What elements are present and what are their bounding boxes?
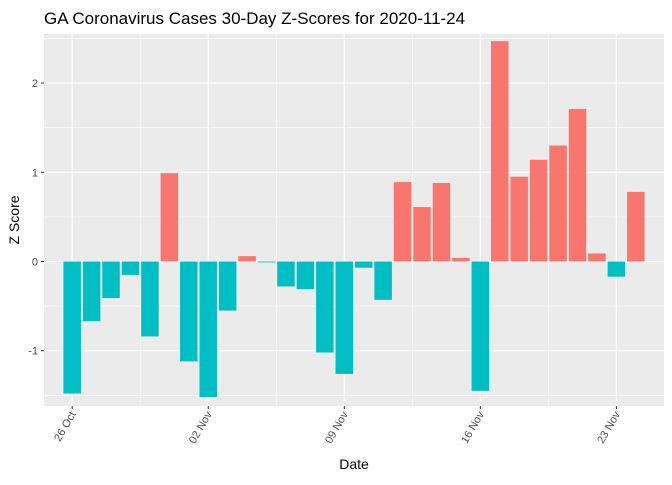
bar-2020-11-11: [374, 261, 392, 300]
bar-2020-10-27: [82, 261, 101, 322]
bar-2020-11-06: [277, 261, 295, 287]
bars: [63, 41, 645, 398]
bar-2020-11-03: [218, 261, 237, 311]
bar-2020-11-12: [393, 182, 412, 262]
x-tick-label: 26 Oct: [52, 410, 79, 444]
y-tick-label: 0: [32, 256, 38, 268]
bar-2020-10-28: [102, 261, 120, 299]
bar-2020-11-08: [316, 261, 334, 353]
bar-2020-11-05: [257, 261, 276, 263]
bar-2020-11-24: [627, 191, 645, 262]
y-tick-label: 1: [32, 167, 38, 179]
x-axis-label: Date: [339, 456, 369, 472]
bar-2020-10-26: [63, 261, 81, 394]
bar-2020-11-04: [238, 256, 256, 262]
x-tick-label: 02 Nov: [187, 409, 215, 446]
bar-2020-11-21: [568, 108, 587, 262]
bar-2020-11-14: [432, 182, 451, 262]
y-axis-label: Z Score: [6, 195, 22, 244]
x-tick-label: 16 Nov: [459, 409, 487, 446]
bar-2020-11-20: [549, 145, 567, 262]
chart-title: GA Coronavirus Cases 30-Day Z-Scores for…: [44, 9, 465, 28]
bar-2020-10-31: [160, 173, 179, 262]
y-tick-label: -1: [28, 346, 38, 358]
bar-2020-11-02: [199, 261, 217, 398]
bar-2020-11-13: [413, 207, 431, 262]
bar-2020-11-16: [471, 261, 490, 391]
bar-2020-11-07: [296, 261, 315, 290]
y-axis: -1 0 1 2: [28, 78, 44, 358]
bar-2020-10-30: [141, 261, 159, 337]
x-axis: 26 Oct 02 Nov 09 Nov 16 Nov 23 Nov: [52, 406, 623, 446]
bar-2020-11-09: [335, 261, 354, 374]
bar-2020-11-15: [452, 257, 470, 262]
bar-2020-11-17: [491, 41, 509, 262]
y-tick-label: 2: [32, 78, 38, 90]
bar-2020-11-01: [180, 261, 198, 362]
x-tick-label: 23 Nov: [595, 409, 623, 446]
x-tick-label: 09 Nov: [323, 409, 351, 446]
bar-2020-11-10: [354, 261, 373, 268]
bar-2020-11-23: [607, 261, 626, 277]
bar-2020-11-18: [510, 176, 528, 262]
bar-2020-11-22: [588, 253, 606, 262]
bar-2020-11-19: [529, 159, 548, 262]
bar-2020-10-29: [121, 261, 140, 275]
